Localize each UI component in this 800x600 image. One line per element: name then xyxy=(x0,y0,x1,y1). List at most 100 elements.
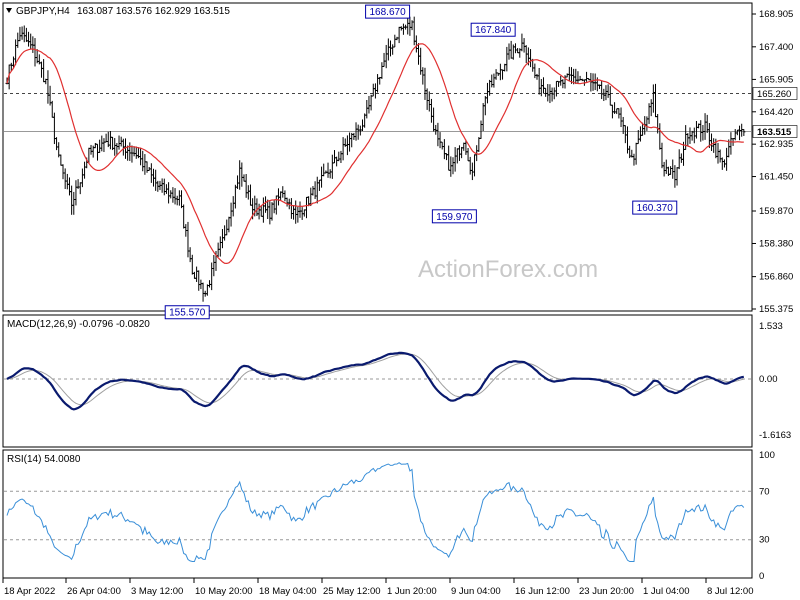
candle xyxy=(617,108,621,119)
candle xyxy=(447,145,451,171)
candle xyxy=(520,33,524,52)
candle xyxy=(188,247,192,263)
x-tick-label: 18 Apr 2022 xyxy=(4,586,55,597)
candle xyxy=(128,142,132,161)
axis-level-box xyxy=(752,87,798,100)
x-tick-label: 1 Jun 20:00 xyxy=(387,586,437,597)
candle xyxy=(662,161,666,177)
candle xyxy=(414,35,418,53)
candle xyxy=(651,84,655,113)
candle xyxy=(449,156,453,177)
candle xyxy=(742,129,746,136)
candle xyxy=(425,88,429,110)
candle xyxy=(229,202,233,227)
macd-tick-label: -1.6163 xyxy=(759,430,791,441)
candle xyxy=(692,127,696,144)
candle xyxy=(261,197,265,223)
annotation-box xyxy=(431,209,477,224)
candle xyxy=(29,33,33,49)
candle xyxy=(466,147,470,162)
candle xyxy=(134,146,138,159)
rsi-tick-label: 30 xyxy=(759,535,770,546)
candle xyxy=(268,201,272,225)
candle xyxy=(725,147,729,171)
candle xyxy=(326,162,330,178)
candle xyxy=(505,46,509,72)
candle xyxy=(59,154,63,166)
annotation-label: 168.670 xyxy=(370,7,407,18)
candle xyxy=(501,69,505,80)
candle xyxy=(298,201,302,218)
candle xyxy=(600,80,604,100)
candle xyxy=(432,107,436,132)
price-tick-label: 159.870 xyxy=(759,206,793,217)
candle xyxy=(248,184,252,206)
price-tick-label: 164.420 xyxy=(759,107,793,118)
macd-panel-frame xyxy=(2,314,753,448)
price-header: GBPJPY,H4 163.087 163.576 162.929 163.51… xyxy=(6,6,230,17)
candle xyxy=(182,204,186,229)
candle xyxy=(615,108,619,115)
x-tick-label: 3 May 12:00 xyxy=(131,586,183,597)
candle xyxy=(304,196,308,219)
candle xyxy=(283,190,287,202)
annotation-box xyxy=(164,305,210,320)
moving-average-line xyxy=(6,43,744,265)
candle xyxy=(490,74,494,88)
candle xyxy=(175,195,179,206)
candle xyxy=(440,141,444,150)
candle xyxy=(173,188,177,205)
candle xyxy=(718,149,722,163)
candle xyxy=(337,151,341,162)
candle xyxy=(270,202,274,221)
candle xyxy=(205,284,209,296)
candle xyxy=(720,157,724,170)
candle xyxy=(345,135,349,156)
candle xyxy=(98,139,102,153)
candle xyxy=(80,168,84,188)
candle xyxy=(658,123,662,150)
candle xyxy=(483,96,487,116)
candle xyxy=(654,83,658,118)
candle xyxy=(406,16,410,35)
candle xyxy=(192,271,196,279)
candle xyxy=(320,166,324,188)
candle xyxy=(710,133,714,151)
candle xyxy=(729,132,733,155)
candle xyxy=(212,255,216,277)
candle xyxy=(186,221,190,258)
candle xyxy=(365,99,369,119)
candle xyxy=(740,123,744,137)
candle xyxy=(660,142,664,169)
candle xyxy=(421,67,425,85)
candle xyxy=(554,80,558,97)
candle xyxy=(31,36,35,53)
candle xyxy=(380,62,384,79)
candle xyxy=(716,142,720,164)
candle xyxy=(457,145,461,161)
candle xyxy=(544,87,548,97)
rsi-tick-label: 70 xyxy=(759,486,770,497)
x-tick-label: 1 Jul 04:00 xyxy=(643,586,689,597)
axis-layer: 168.905 167.400 165.905 164.420 162.935 161.4… xyxy=(2,9,798,597)
candle xyxy=(272,199,276,214)
x-tick-label: 9 Jun 04:00 xyxy=(451,586,501,597)
candle xyxy=(78,182,82,195)
candle xyxy=(130,145,134,163)
candle xyxy=(50,100,54,118)
candle xyxy=(317,179,321,191)
candle xyxy=(522,38,526,53)
price-tick-label: 167.400 xyxy=(759,42,793,53)
candle xyxy=(636,130,640,145)
rsi-tick-label: 0 xyxy=(759,571,764,582)
candle xyxy=(537,68,541,95)
candle xyxy=(67,177,71,196)
price-tick-label: 168.905 xyxy=(759,9,793,20)
candle xyxy=(289,198,293,219)
candle xyxy=(513,43,517,54)
candle xyxy=(89,144,93,155)
candle xyxy=(591,73,595,91)
candle xyxy=(65,173,69,190)
candle xyxy=(494,69,498,80)
candle xyxy=(593,73,597,91)
